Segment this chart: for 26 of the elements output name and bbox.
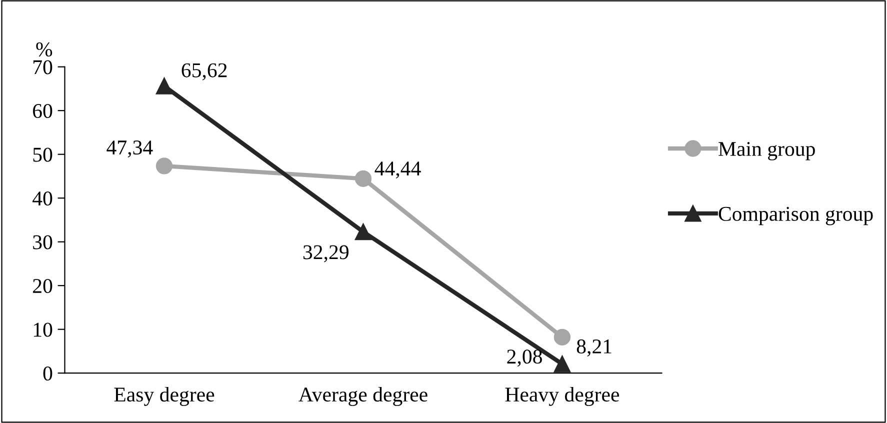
point xyxy=(354,223,372,240)
point xyxy=(554,356,571,372)
data-label: 44,44 xyxy=(374,162,421,179)
point xyxy=(156,158,173,174)
data-label: 2,08 xyxy=(507,350,542,367)
x-tick-label: Heavy degree xyxy=(505,386,620,406)
point xyxy=(554,328,571,346)
y-tick-label: 40 xyxy=(32,191,52,206)
data-label: 8,21 xyxy=(576,339,612,356)
data-label: 47,34 xyxy=(106,140,153,158)
point xyxy=(354,170,372,187)
x-tick-label: Easy degree xyxy=(114,386,214,406)
y-tick-label: 30 xyxy=(33,235,52,250)
y-tick-label: 50 xyxy=(33,148,52,162)
legend-label: Comparison group xyxy=(718,206,873,226)
y-axis-title: % xyxy=(36,42,52,57)
x-tick-label: Average degree xyxy=(298,386,428,406)
y-tick-label: 70 xyxy=(33,60,52,74)
point xyxy=(156,78,173,94)
y-tick-label: 0 xyxy=(43,366,52,381)
data-label: 65,62 xyxy=(182,63,227,80)
data-label: 32,29 xyxy=(303,245,348,262)
y-tick-label: 10 xyxy=(34,322,52,337)
y-tick-label: 20 xyxy=(33,278,52,294)
y-tick-label: 60 xyxy=(33,104,52,118)
legend-label: Main group xyxy=(718,142,815,160)
